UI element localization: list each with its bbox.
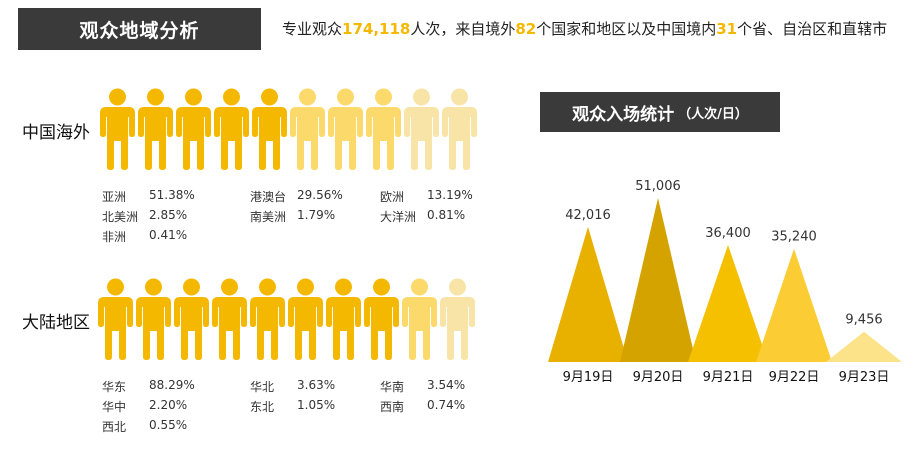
mainland-stat-row: 西南 0.74% [380,398,465,415]
overseas-stat-row: 欧洲 13.19% [380,188,473,205]
overseas-label: 中国海外 [22,123,90,143]
stat-percent: 0.41% [149,228,188,242]
overseas-person-icon [252,88,287,170]
date-tick-label: 9月19日 [563,370,614,385]
attendance-value-label: 36,400 [705,226,751,241]
stat-percent: 0.55% [149,418,188,432]
overseas-people-icons [100,88,480,170]
stat-percent: 0.81% [427,208,466,222]
stat-percent: 1.05% [297,398,336,412]
attendance-value-label: 51,006 [635,179,681,194]
mainland-stat-row: 华中 2.20% [102,398,187,415]
summary-number: 82 [515,20,537,38]
mainland-person-icon [326,278,361,360]
date-tick-label: 9月23日 [839,370,890,385]
overseas-stat-row: 北美洲 2.85% [102,208,187,225]
attendance-peak [688,244,768,362]
chart-title: 观众入场统计 （人次/日） [540,92,780,132]
overseas-person-icon [328,88,363,170]
mainland-stat-row: 华南 3.54% [380,378,465,395]
stat-percent: 0.74% [427,398,466,412]
date-tick-label: 9月20日 [633,370,684,385]
overseas-person-icon [442,88,477,170]
mainland-person-icon [288,278,323,360]
mainland-stat-row: 东北 1.05% [250,398,335,415]
overseas-stat-row: 港澳台 29.56% [250,188,343,205]
overseas-person-icon [100,88,135,170]
stat-name: 北美洲 [102,210,139,224]
stat-name: 西南 [380,400,405,414]
summary-segment: 个省、自治区和直辖市 [737,20,888,38]
overseas-stat-row: 亚洲 51.38% [102,188,195,205]
stat-name: 华南 [380,380,405,394]
overseas-person-icon [366,88,401,170]
mainland-label: 大陆地区 [22,313,90,333]
mainland-person-icon [402,278,437,360]
stat-name: 西北 [102,420,127,434]
chart-unit-label: （人次/日） [678,106,748,122]
stat-percent: 2.85% [149,208,188,222]
stat-percent: 13.19% [427,188,473,202]
attendance-peak [548,226,628,362]
stat-percent: 88.29% [149,378,195,392]
summary-number: 31 [716,20,738,38]
date-tick-label: 9月21日 [703,370,754,385]
stat-name: 东北 [250,400,275,414]
summary-segment: 人次，来自境外 [410,20,516,38]
attendance-value-label: 35,240 [771,230,817,245]
stat-name: 非洲 [102,230,127,244]
mainland-person-icon [440,278,475,360]
stat-percent: 1.79% [297,208,336,222]
section-title: 观众地域分析 [18,8,261,50]
attendance-peak [826,331,902,362]
overseas-stat-row: 南美洲 1.79% [250,208,335,225]
summary-segment: 专业观众 [282,20,343,38]
stat-name: 港澳台 [250,190,287,204]
stat-name: 欧洲 [380,190,405,204]
attendance-peak [756,248,832,362]
mainland-person-icon [212,278,247,360]
mainland-person-icon [174,278,209,360]
overseas-person-icon [138,88,173,170]
stat-percent: 51.38% [149,188,195,202]
stat-name: 华东 [102,380,127,394]
attendance-peak [620,198,696,362]
attendance-value-label: 9,456 [845,313,882,328]
chart-title-text: 观众入场统计 [572,104,675,125]
mainland-person-icon [98,278,133,360]
stat-name: 华中 [102,400,127,414]
stat-percent: 3.54% [427,378,466,392]
stat-percent: 2.20% [149,398,188,412]
section-title-text: 观众地域分析 [79,19,200,42]
overseas-stat-row: 大洋洲 0.81% [380,208,465,225]
mainland-stat-row: 华北 3.63% [250,378,335,395]
summary-text: 专业观众174,118人次，来自境外82个国家和地区以及中国境内31个省、自治区… [282,18,887,39]
mainland-person-icon [364,278,399,360]
mainland-people-icons [98,278,478,360]
stat-name: 南美洲 [250,210,287,224]
mainland-person-icon [136,278,171,360]
overseas-person-icon [176,88,211,170]
overseas-person-icon [214,88,249,170]
summary-segment: 个国家和地区以及中国境内 [536,20,717,38]
stat-name: 华北 [250,380,275,394]
date-tick-label: 9月22日 [769,370,820,385]
stat-percent: 3.63% [297,378,336,392]
stat-percent: 29.56% [297,188,343,202]
mainland-person-icon [250,278,285,360]
summary-number: 174,118 [342,20,411,38]
overseas-stat-row: 非洲 0.41% [102,228,187,245]
mainland-stat-row: 西北 0.55% [102,418,187,435]
attendance-chart: 42,016 51,006 36,400 35,240 9,456 9月19日 9月20日 9… [548,179,902,385]
attendance-value-label: 42,016 [565,208,611,223]
overseas-person-icon [404,88,439,170]
stat-name: 亚洲 [102,190,127,204]
mainland-stat-row: 华东 88.29% [102,378,195,395]
stat-name: 大洋洲 [380,210,417,224]
overseas-person-icon [290,88,325,170]
